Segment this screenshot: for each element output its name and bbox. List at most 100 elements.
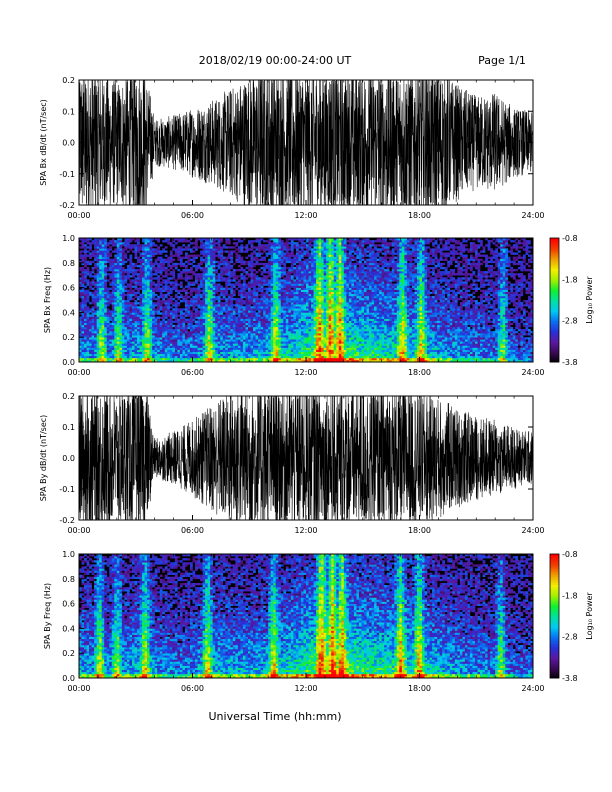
spectrogram-cell <box>288 285 292 288</box>
spectrogram-cell <box>116 240 120 243</box>
spectrogram-cell <box>106 341 110 344</box>
spectrogram-cell <box>303 316 307 319</box>
spectrogram-cell <box>306 347 309 350</box>
spectrogram-cell <box>129 281 133 284</box>
spectrogram-cell <box>89 335 92 338</box>
spectrogram-cell <box>300 310 304 313</box>
spectrogram-cell <box>124 333 128 336</box>
spectrogram-cell <box>258 339 261 342</box>
spectrogram-cell <box>205 279 208 282</box>
spectrogram-cell <box>235 316 239 319</box>
spectrogram-cell <box>273 310 277 313</box>
spectrogram-cell <box>129 269 133 272</box>
spectrogram-cell <box>210 279 213 282</box>
spectrogram-cell <box>280 333 284 336</box>
spectrogram-cell <box>258 302 261 305</box>
spectrogram-cell <box>144 279 148 282</box>
spectrogram-cell <box>295 349 299 352</box>
spectrogram-cell <box>99 262 102 266</box>
spectrogram-cell <box>121 312 125 315</box>
spectrogram-cell <box>222 304 226 307</box>
spectrogram-cell <box>280 324 284 328</box>
spectrogram-cell <box>230 302 234 305</box>
spectrogram-cell <box>79 324 82 328</box>
spectrogram-cell <box>278 318 282 321</box>
spectrogram-cell <box>137 295 140 299</box>
spectrogram-cell <box>215 279 219 282</box>
spectrogram-cell <box>225 355 229 359</box>
spectrogram-cell <box>121 343 125 346</box>
spectrogram-cell <box>144 250 148 253</box>
spectrogram-cell <box>167 341 171 344</box>
spectrogram-cell <box>265 345 269 348</box>
spectrogram-cell <box>205 260 208 264</box>
spectrogram-cell <box>124 335 128 338</box>
spectrogram-cell <box>192 341 196 344</box>
spectrogram-cell <box>283 312 287 315</box>
spectrogram-cell <box>134 250 138 253</box>
spectrogram-cell <box>111 341 115 344</box>
spectrogram-cell <box>147 283 150 286</box>
spectrogram-cell <box>94 242 97 245</box>
spectrogram-cell <box>247 289 251 293</box>
spectrogram-cell <box>227 262 231 266</box>
spectrogram-cell <box>104 254 108 257</box>
spectrogram-cell <box>222 343 226 346</box>
spectrogram-cell <box>106 266 110 270</box>
spectrogram-cell <box>109 335 113 338</box>
spectrogram-cell <box>164 273 168 276</box>
spectrogram-cell <box>285 256 289 259</box>
spectrogram-cell <box>114 355 118 359</box>
spectrogram-cell <box>205 238 208 241</box>
spectrogram-cell <box>225 345 229 348</box>
spectrogram-cell <box>99 341 102 344</box>
spectrogram-cell <box>187 275 191 278</box>
spectrogram-cell <box>278 316 282 319</box>
spectrogram-cell <box>242 283 246 286</box>
spectrogram-cell <box>283 337 287 340</box>
spectrogram-cell <box>116 252 120 255</box>
spectrogram-cell <box>177 246 181 249</box>
spectrogram-cell <box>273 306 277 309</box>
spectrogram-cell <box>255 320 259 324</box>
spectrogram-cell <box>232 359 236 363</box>
spectrogram-cell <box>109 359 113 363</box>
spectrogram-cell <box>114 324 118 328</box>
spectrogram-cell <box>164 343 168 346</box>
spectrogram-cell <box>295 242 299 245</box>
spectrogram-cell <box>177 304 181 307</box>
spectrogram-cell <box>126 258 130 262</box>
spectrogram-cell <box>303 297 307 301</box>
spectrogram-cell <box>91 295 95 299</box>
spectrogram-cell <box>142 266 145 270</box>
spectrogram-cell <box>258 331 261 334</box>
spectrogram-cell <box>101 331 105 334</box>
spectrogram-cell <box>134 310 138 313</box>
spectrogram-cell <box>89 320 92 324</box>
spectrogram-cell <box>182 351 186 355</box>
spectrogram-cell <box>126 341 130 344</box>
spectrogram-cell <box>126 343 130 346</box>
spectrogram-cell <box>189 300 193 303</box>
spectrogram-cell <box>308 291 312 295</box>
spectrogram-cell <box>152 254 155 257</box>
spectrogram-cell <box>164 328 168 332</box>
spectrogram-cell <box>147 331 150 334</box>
spectrogram-cell <box>81 345 85 348</box>
spectrogram-cell <box>96 254 100 257</box>
spectrogram-cell <box>263 266 266 270</box>
spectrogram-cell <box>152 244 155 247</box>
spectrogram-cell <box>270 333 274 336</box>
spectrogram-cell <box>144 244 148 247</box>
spectrogram-cell <box>253 279 256 282</box>
spectrogram-cell <box>154 283 158 286</box>
spectrogram-cell <box>311 331 314 334</box>
spectrogram-cell <box>222 306 226 309</box>
spectrogram-cell <box>137 335 140 338</box>
spectrogram-cell <box>311 324 314 328</box>
spectrogram-cell <box>232 269 236 272</box>
spectrogram-cell <box>142 248 145 251</box>
spectrogram-cell <box>285 260 289 264</box>
spectrogram-cell <box>159 320 163 324</box>
